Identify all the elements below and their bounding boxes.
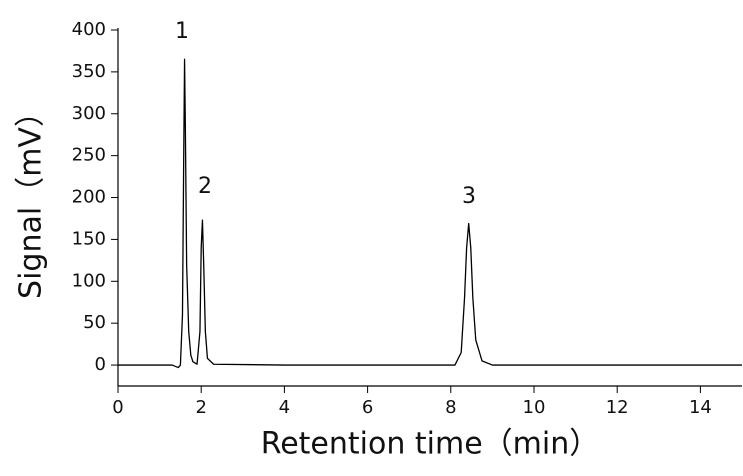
y-axis-title: Signal（mV）: [14, 97, 49, 299]
x-tick-label: 2: [195, 397, 206, 418]
x-axis-title: Retention time（min）: [261, 427, 600, 462]
y-tick-label: 350: [72, 61, 106, 82]
y-tick-label: 150: [72, 228, 106, 249]
x-tick-label: 8: [445, 397, 456, 418]
y-tick-label: 200: [72, 187, 106, 208]
peak-label: 3: [462, 184, 476, 209]
y-tick-label: 50: [83, 312, 106, 333]
x-tick-label: 4: [279, 397, 290, 418]
x-tick-label: 6: [362, 397, 373, 418]
x-tick-label: 0: [112, 397, 123, 418]
x-tick-label: 14: [689, 397, 712, 418]
x-tick-label: 12: [606, 397, 629, 418]
y-tick-label: 250: [72, 145, 106, 166]
y-tick-label: 0: [95, 354, 106, 375]
peak-label: 1: [175, 19, 189, 44]
y-tick-label: 400: [72, 19, 106, 40]
y-tick-label: 100: [72, 270, 106, 291]
signal-line: [118, 58, 742, 369]
peak-label: 2: [198, 174, 212, 199]
x-tick-label: 10: [523, 397, 546, 418]
y-tick-label: 300: [72, 103, 106, 124]
